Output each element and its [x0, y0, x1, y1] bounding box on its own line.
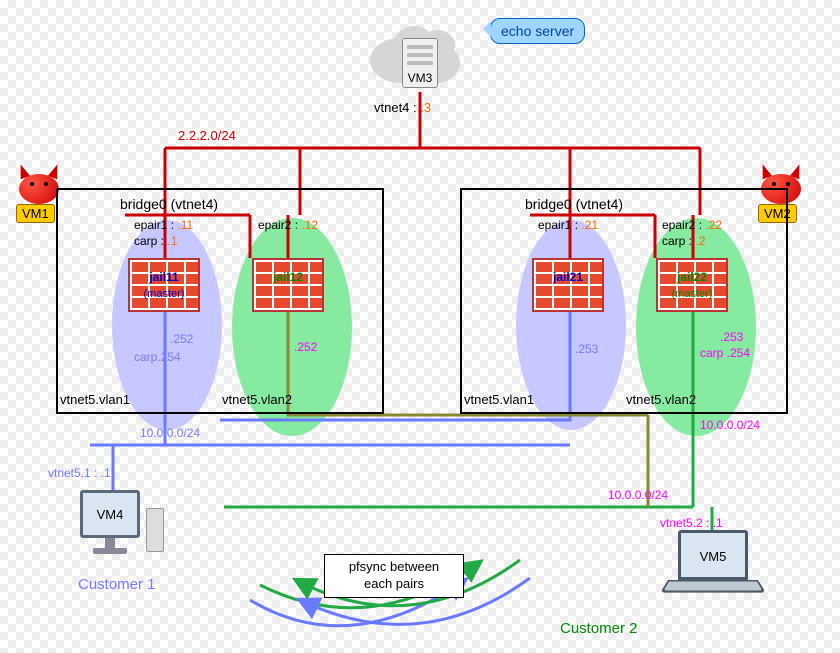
- firewall-jail22: jail22 (master): [656, 258, 728, 312]
- pfsync-text: pfsync between each pairs: [349, 559, 439, 591]
- jail21-vtnet: vtnet5.vlan1: [464, 392, 534, 407]
- net2-subnet-top: 10.0.0.0/24: [700, 418, 760, 432]
- jail11-epair: epair1 : .11: [134, 218, 193, 232]
- server-icon: VM3: [402, 38, 438, 88]
- vtnet52: vtnet5.2 : .1: [660, 516, 723, 530]
- jail22-carp-bottom: carp .254: [700, 346, 750, 360]
- jail11-carp-top: carp : .1: [134, 234, 177, 248]
- vm1-bridge: bridge0 (vtnet4): [120, 196, 218, 212]
- top-subnet: 2.2.2.0/24: [178, 128, 236, 143]
- jail21-ip: .253: [575, 342, 598, 356]
- pc-vm4: VM4: [80, 490, 140, 554]
- vm1-tag: VM1: [16, 204, 55, 223]
- firewall-jail12: jail12: [252, 258, 324, 312]
- firewall-jail11: jail11 (master): [128, 258, 200, 312]
- vtnet4-label: vtnet4 : .3: [374, 100, 431, 115]
- jail12-ip: .252: [294, 340, 317, 354]
- server-label: VM3: [403, 71, 437, 85]
- laptop-vm5: VM5: [678, 530, 758, 594]
- vtnet51: vtnet5.1 : .1: [48, 466, 111, 480]
- vm1-box: [56, 188, 384, 414]
- jail11-vtnet: vtnet5.vlan1: [60, 392, 130, 407]
- firewall-jail21: jail21: [532, 258, 604, 312]
- cloud-icon: VM3: [360, 18, 480, 88]
- jail22-carp-top: carp : .2: [662, 234, 705, 248]
- jail12-epair: epair2 : .12: [258, 218, 318, 232]
- jail22-vtnet: vtnet5.vlan2: [626, 392, 696, 407]
- net2-subnet-bottom: 10.0.0.0/24: [608, 488, 668, 502]
- jail22-ip: .253: [720, 330, 743, 344]
- customer2: Customer 2: [560, 620, 638, 637]
- pfsync-box: pfsync between each pairs: [324, 554, 464, 598]
- echo-server-callout: echo server: [490, 18, 585, 44]
- jail11-ip: .252: [170, 332, 193, 346]
- jail11-carp-bottom: carp.254: [134, 350, 181, 364]
- jail21-epair: epair1 : .21: [538, 218, 598, 232]
- jail12-vtnet: vtnet5.vlan2: [222, 392, 292, 407]
- vm2-box: [460, 188, 788, 414]
- customer1: Customer 1: [78, 576, 156, 593]
- vm2-bridge: bridge0 (vtnet4): [525, 196, 623, 212]
- net1-subnet: 10.0.0.0/24: [140, 426, 200, 440]
- jail22-epair: epair2 : .22: [662, 218, 722, 232]
